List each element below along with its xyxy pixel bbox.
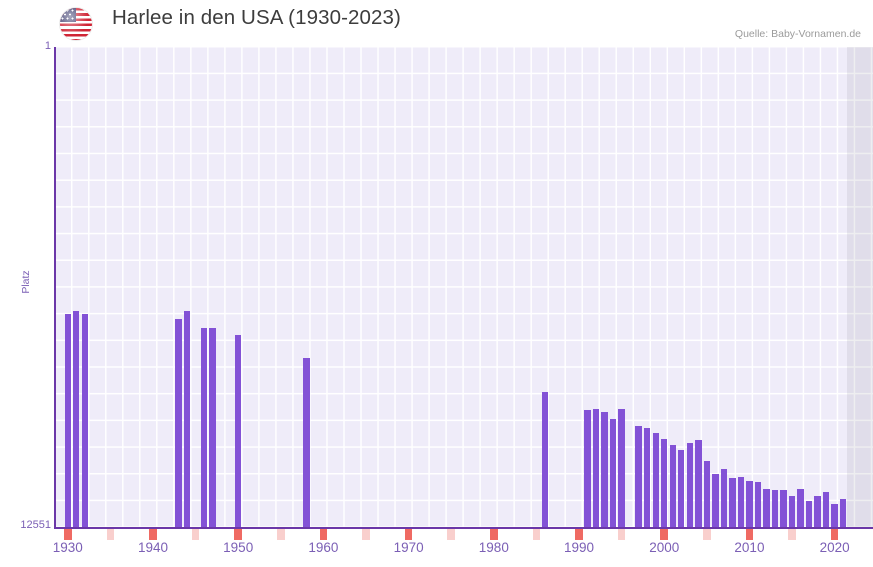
bar[interactable] — [669, 445, 676, 528]
us-flag-icon — [60, 8, 92, 40]
bar[interactable] — [746, 481, 753, 528]
y-axis-bottom-label: 12551 — [20, 519, 51, 531]
bar[interactable] — [73, 311, 80, 528]
bar[interactable] — [609, 419, 617, 528]
x-axis-line — [54, 527, 873, 529]
x-tick-label: 2020 — [819, 540, 850, 555]
x-tickmark — [575, 529, 583, 540]
bar[interactable] — [737, 477, 745, 528]
x-tickmark — [404, 529, 413, 540]
bar[interactable] — [200, 328, 208, 528]
bar[interactable] — [703, 460, 711, 528]
bar[interactable] — [805, 500, 813, 528]
bar[interactable] — [81, 314, 88, 528]
bar[interactable] — [635, 425, 642, 528]
x-tick-label: 1970 — [393, 540, 424, 555]
bar[interactable] — [788, 496, 796, 528]
x-tickmark — [617, 529, 626, 540]
bar[interactable] — [601, 411, 608, 528]
x-tick-label: 2000 — [649, 540, 680, 555]
bar[interactable] — [64, 314, 71, 528]
x-tickmark — [745, 529, 754, 540]
x-tickmark — [532, 529, 541, 540]
bar[interactable] — [797, 489, 804, 528]
bar[interactable] — [234, 334, 242, 528]
x-tickmark — [362, 529, 370, 540]
future-shade-region — [847, 47, 873, 528]
x-tick-label: 1990 — [564, 540, 595, 555]
y-axis-top-label: 1 — [44, 40, 51, 52]
bar[interactable] — [729, 478, 736, 528]
bar[interactable] — [754, 481, 762, 528]
bar-series — [55, 47, 873, 528]
bar[interactable] — [771, 490, 779, 528]
x-tick-label: 1950 — [223, 540, 254, 555]
x-tickmark — [64, 529, 72, 540]
x-tick-label: 1940 — [137, 540, 169, 555]
plot-grid — [55, 47, 873, 528]
chart-header: Harlee in den USA (1930-2023) Quelle: Ba… — [0, 0, 873, 47]
x-tickmark — [277, 529, 285, 540]
bar[interactable] — [584, 409, 591, 528]
x-tick-label: 1980 — [478, 540, 509, 555]
bar[interactable] — [763, 489, 770, 528]
bar[interactable] — [175, 319, 182, 528]
bar[interactable] — [209, 327, 216, 528]
x-tickmark — [234, 529, 242, 540]
x-tickmark — [149, 529, 157, 540]
bar[interactable] — [652, 432, 659, 528]
x-tick-label: 1930 — [52, 540, 83, 555]
bar[interactable] — [643, 427, 651, 528]
y-axis-line — [54, 47, 56, 528]
bar[interactable] — [661, 439, 668, 528]
x-tickmark — [319, 529, 328, 540]
bar[interactable] — [839, 498, 847, 528]
x-tickmark — [703, 529, 711, 540]
bar[interactable] — [541, 392, 549, 528]
bar[interactable] — [814, 496, 821, 528]
x-tickmark — [490, 529, 498, 540]
plot-area — [54, 47, 873, 540]
bar[interactable] — [303, 357, 310, 528]
x-tick-label: 2010 — [734, 540, 765, 555]
x-tickmark — [788, 529, 796, 540]
bar[interactable] — [618, 409, 625, 528]
bar[interactable] — [712, 473, 719, 528]
flag-gloss — [60, 8, 92, 40]
bar[interactable] — [720, 468, 728, 528]
bar[interactable] — [592, 408, 600, 528]
page-title: Harlee in den USA (1930-2023) — [112, 6, 401, 29]
y-axis-title: Platz — [20, 270, 32, 294]
x-tickmark — [191, 529, 200, 540]
bar[interactable] — [678, 450, 685, 528]
bar[interactable] — [686, 442, 693, 528]
x-tickmark — [660, 529, 668, 540]
x-tickmark — [830, 529, 839, 540]
x-axis-tickmarks — [55, 529, 873, 540]
x-tick-label: 1960 — [308, 540, 339, 555]
bar[interactable] — [695, 440, 702, 528]
x-tickmark — [447, 529, 455, 540]
x-tickmark — [106, 529, 115, 540]
source-note: Quelle: Baby-Vornamen.de — [734, 28, 861, 40]
bar[interactable] — [831, 503, 838, 528]
bar[interactable] — [183, 311, 191, 528]
bar[interactable] — [780, 489, 787, 528]
bar[interactable] — [822, 491, 830, 528]
